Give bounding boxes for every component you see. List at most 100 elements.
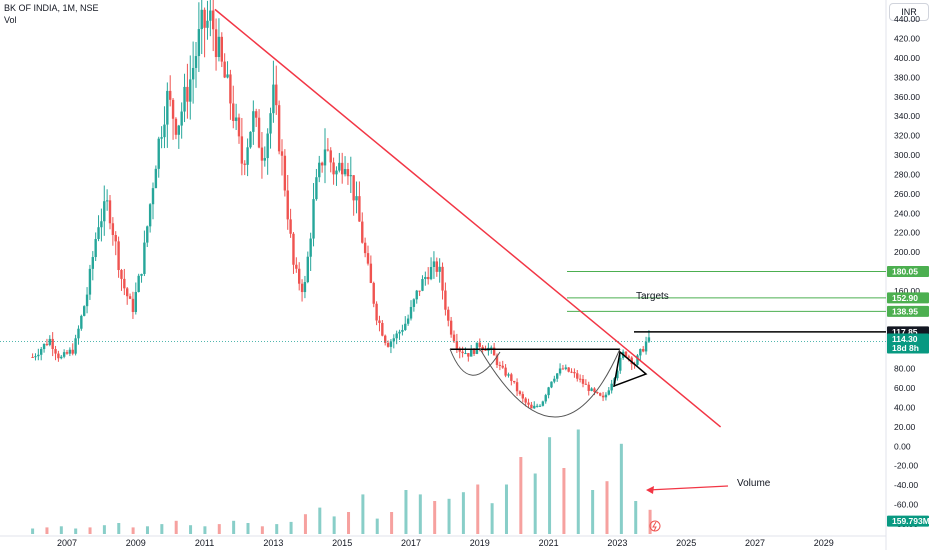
- candle-body: [200, 9, 203, 30]
- y-tick-label: 60.00: [894, 383, 916, 393]
- candle-body: [346, 169, 350, 177]
- candle-body: [80, 315, 83, 329]
- candle-body: [472, 349, 476, 354]
- volume-bar: [404, 490, 408, 534]
- candle-body: [148, 204, 152, 227]
- candle-body: [492, 347, 496, 356]
- candle-body: [556, 373, 559, 379]
- volume-annotation: Volume: [737, 478, 771, 489]
- candle-body: [601, 395, 605, 398]
- candle-body: [332, 162, 335, 175]
- candle-body: [389, 341, 393, 347]
- candle-body: [607, 390, 610, 395]
- price-badge-countdown: 18d 8h: [892, 343, 919, 353]
- candle-body: [576, 373, 579, 379]
- candle-body: [504, 367, 507, 376]
- candle-body: [277, 105, 281, 152]
- volume-bar: [476, 484, 480, 534]
- candle-body: [74, 338, 77, 354]
- x-tick-label: 2011: [195, 538, 214, 548]
- price-badge-label: 114.30: [892, 334, 918, 344]
- candle-body: [292, 233, 295, 265]
- candle-body: [137, 275, 140, 293]
- volume-bar: [74, 528, 78, 534]
- candle-body: [283, 155, 287, 191]
- candle-body: [237, 117, 241, 137]
- candle-body: [369, 263, 373, 283]
- candle-body: [406, 318, 410, 324]
- volume-bar: [303, 514, 307, 534]
- candle-body: [240, 136, 244, 164]
- candle-body: [518, 391, 522, 395]
- targets-annotation: Targets: [636, 291, 669, 302]
- candle-body: [547, 387, 550, 396]
- candle-body: [94, 239, 97, 258]
- candle-body: [624, 351, 628, 357]
- candle-body: [619, 357, 622, 371]
- candle-body: [263, 158, 266, 161]
- candle-body: [151, 188, 155, 205]
- x-tick-label: 2025: [676, 538, 696, 548]
- candle-body: [475, 342, 479, 354]
- volume-bar: [232, 520, 236, 534]
- volume-bar: [59, 526, 63, 534]
- y-tick-label: 0.00: [894, 441, 911, 451]
- y-tick-label: 200.00: [894, 247, 920, 257]
- candle-body: [636, 355, 639, 365]
- candle-body: [470, 349, 473, 357]
- candle-body: [647, 337, 651, 342]
- volume-bar: [390, 512, 394, 534]
- x-tick-label: 2007: [57, 538, 77, 548]
- candle-body: [616, 370, 619, 379]
- candle-body: [45, 343, 49, 345]
- candle-body: [300, 283, 304, 293]
- candle-body: [146, 226, 149, 243]
- candle-body: [323, 149, 327, 166]
- candle-body: [418, 290, 421, 292]
- volume-bar: [217, 524, 221, 534]
- candle-body: [573, 372, 576, 374]
- candle-body: [177, 125, 180, 135]
- x-tick-label: 2017: [401, 538, 421, 548]
- candle-body: [189, 79, 192, 102]
- candle-body: [111, 223, 115, 236]
- candle-body: [644, 341, 648, 352]
- candle-body: [599, 393, 602, 396]
- y-tick-label: 360.00: [894, 92, 920, 102]
- candle-body: [97, 227, 100, 240]
- currency-selector[interactable]: INR: [889, 3, 929, 21]
- candle-body: [243, 163, 246, 165]
- handle-triangle: [613, 350, 648, 388]
- volume-bar: [145, 526, 149, 534]
- candle-body: [395, 333, 398, 339]
- candle-body: [143, 242, 146, 274]
- price-badge-label: 152.90: [892, 293, 918, 303]
- candle-body: [180, 111, 183, 126]
- candle-body: [85, 294, 89, 307]
- candle-body: [209, 10, 212, 21]
- candle-body: [326, 149, 330, 151]
- candle-body: [421, 279, 424, 291]
- candle-body: [630, 357, 633, 365]
- candle-body: [77, 328, 80, 339]
- x-tick-label: 2015: [332, 538, 352, 548]
- candle-body: [553, 378, 556, 382]
- volume-bar: [634, 501, 638, 534]
- candle-body: [527, 402, 530, 405]
- candle-body: [535, 405, 539, 407]
- candle-body: [57, 353, 60, 359]
- candle-body: [567, 367, 570, 372]
- candle-body: [71, 349, 74, 354]
- candle-body: [570, 371, 573, 373]
- volume-bar: [447, 498, 451, 534]
- candle-body: [642, 349, 645, 352]
- candle-body: [252, 111, 255, 132]
- x-tick-label: 2023: [607, 538, 627, 548]
- candle-body: [163, 124, 166, 138]
- candle-body: [223, 61, 226, 78]
- candle-body: [581, 379, 585, 384]
- volume-bar: [117, 523, 121, 534]
- y-tick-label: 320.00: [894, 131, 920, 141]
- candle-body: [51, 338, 54, 350]
